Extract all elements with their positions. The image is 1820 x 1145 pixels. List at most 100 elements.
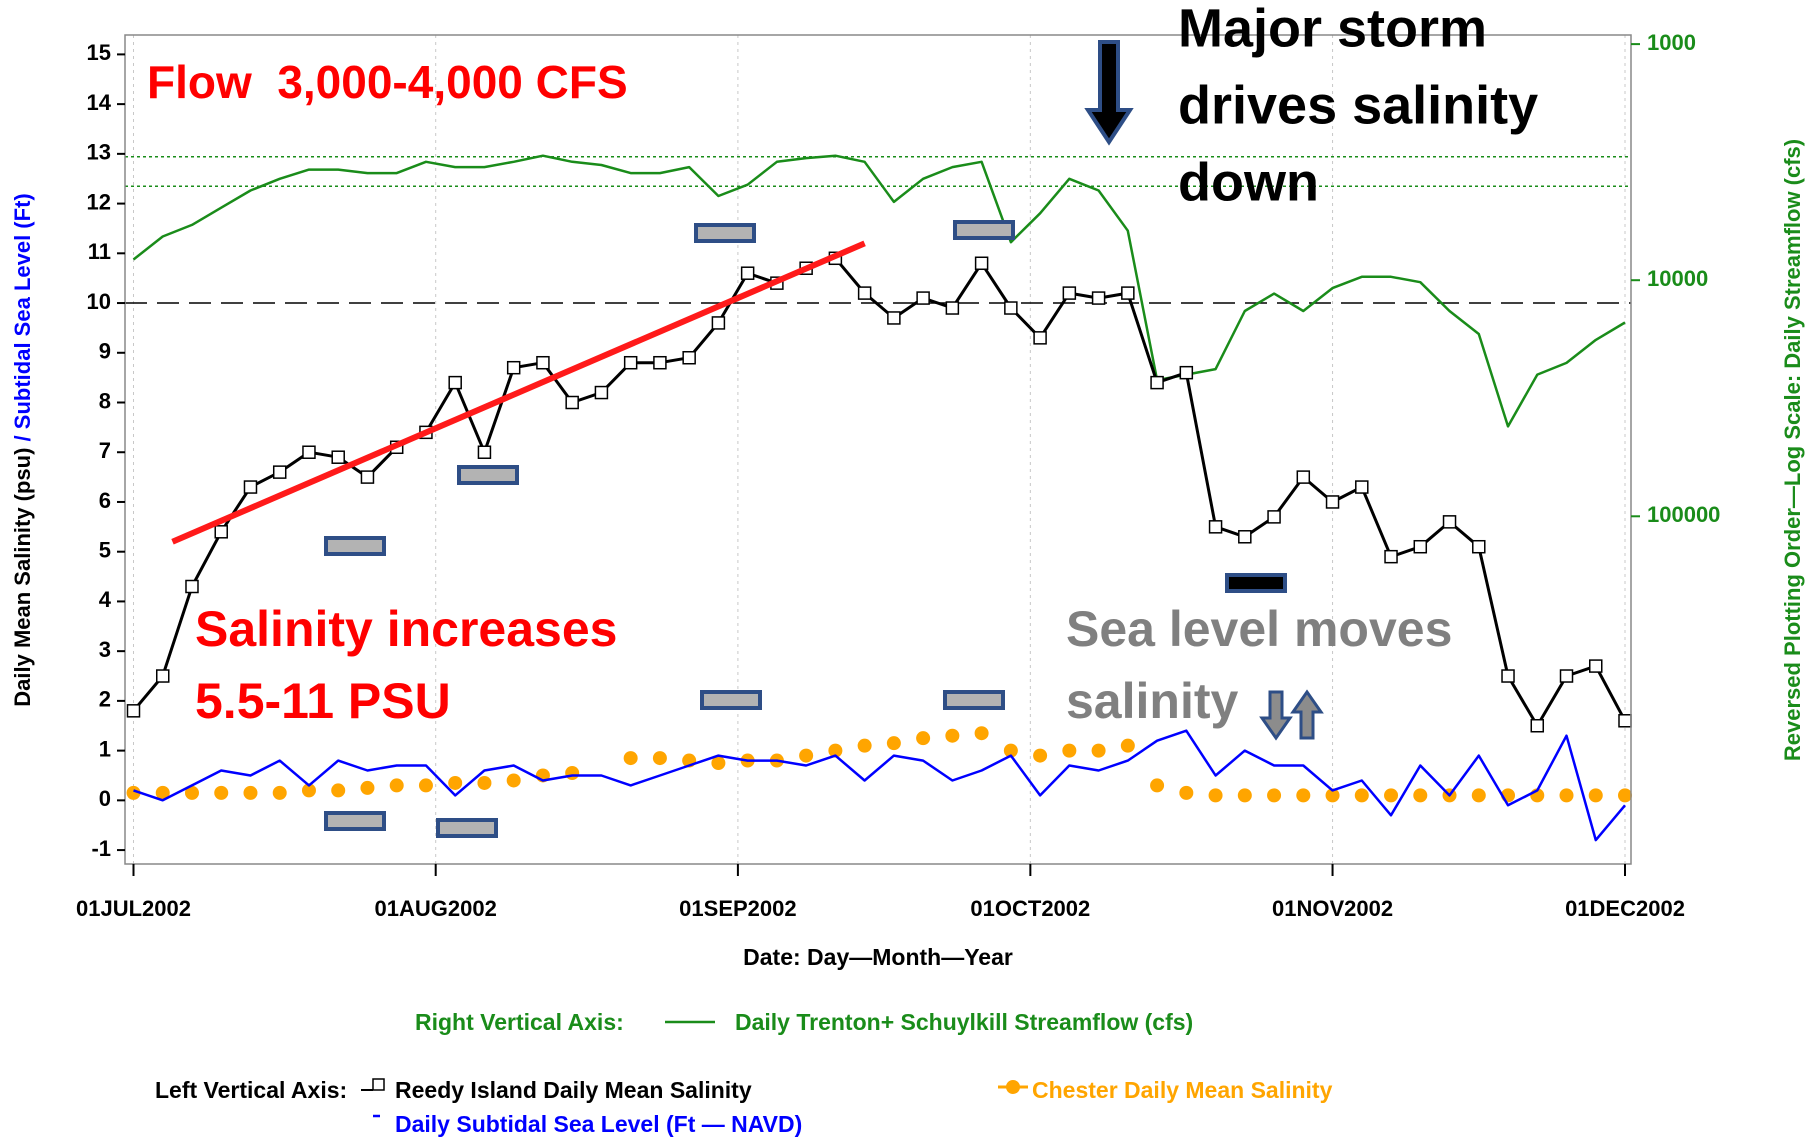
y-tick-label: 5	[99, 538, 111, 563]
circle-marker	[1267, 788, 1282, 803]
circle-marker	[1384, 788, 1399, 803]
square-marker	[1472, 539, 1486, 554]
circle-marker	[1559, 788, 1574, 803]
circle-marker	[828, 743, 843, 758]
square-marker	[1238, 530, 1252, 544]
x-tick-label: 01JUL2002	[76, 896, 191, 921]
legend-label: Daily Trenton+ Schuylkill Streamflow (cf…	[735, 1009, 1193, 1035]
circle-marker	[1588, 788, 1603, 803]
square-marker	[302, 445, 316, 459]
square-marker	[945, 301, 960, 315]
annotations: Flow 3,000-4,000 CFS Major storm drives sa…	[147, 0, 1538, 729]
range-marker	[694, 223, 756, 243]
circle-marker	[418, 778, 433, 793]
range-marker	[436, 818, 498, 838]
square-marker	[1296, 470, 1311, 484]
circle-marker	[506, 773, 521, 788]
square-marker	[1179, 365, 1194, 380]
square-marker	[1004, 301, 1018, 315]
square-marker	[653, 355, 667, 370]
circle-marker	[331, 783, 346, 798]
y-tick-label: -1	[91, 836, 111, 861]
circle-marker	[1033, 748, 1048, 763]
y2-tick-label: 100000	[1647, 502, 1720, 527]
y2-tick-label: 1000	[1647, 30, 1696, 55]
legend-group-label: Left Vertical Axis:	[155, 1077, 347, 1103]
y-tick-label: 13	[87, 140, 111, 165]
y-tick-label: 12	[87, 189, 111, 214]
x-tick-label: 01OCT2002	[970, 896, 1090, 921]
square-marker	[1530, 719, 1545, 733]
circle-marker	[360, 780, 375, 795]
legend-label: Chester Daily Mean Salinity	[1032, 1077, 1333, 1103]
square-marker	[857, 286, 872, 300]
circle-marker	[1354, 788, 1369, 803]
y-axis-title-part: Subtidal Sea Level (Ft)	[10, 193, 35, 429]
y-tick-label: 7	[99, 438, 111, 463]
circle-marker	[1091, 743, 1106, 758]
circle-marker	[1471, 788, 1486, 803]
circle-marker	[272, 785, 287, 800]
square-marker	[1589, 659, 1603, 673]
circle-marker	[448, 775, 463, 790]
circle-marker	[1296, 788, 1311, 803]
square-marker	[331, 450, 345, 464]
y-tick-label: 4	[99, 587, 112, 612]
circle-marker	[623, 751, 638, 766]
annotation: Sea level moves	[1066, 601, 1452, 657]
circle-marker	[916, 731, 931, 746]
square-marker	[974, 256, 989, 271]
y-tick-label: 1	[99, 736, 111, 761]
range-marker	[457, 465, 519, 485]
square-marker	[477, 445, 492, 459]
circle-marker	[301, 783, 316, 798]
series-line	[132, 154, 1626, 428]
annotation: Salinity increases	[195, 601, 617, 657]
series-line	[133, 729, 1626, 842]
square-marker	[1355, 480, 1369, 494]
square-marker	[623, 355, 638, 370]
circle-marker	[1062, 743, 1077, 758]
y-tick-label: 2	[99, 687, 111, 712]
square-marker	[1033, 331, 1047, 345]
square-marker	[1413, 539, 1428, 554]
y-tick-label: 11	[88, 239, 111, 264]
square-marker	[682, 350, 696, 365]
square-marker	[711, 316, 726, 330]
square-marker	[272, 465, 287, 479]
circle-marker	[1618, 788, 1632, 803]
range-marker	[324, 536, 386, 556]
circle-marker	[243, 785, 258, 800]
down-arrow	[1259, 690, 1293, 741]
circle-marker	[1413, 788, 1428, 803]
circle-marker	[214, 785, 229, 800]
circle-marker	[1003, 743, 1018, 758]
circle-marker	[389, 778, 404, 793]
square-marker	[1062, 286, 1077, 300]
y-tick-label: 10	[87, 289, 111, 314]
range-marker	[953, 220, 1015, 240]
square-marker	[594, 385, 609, 400]
y2-axis-title: Reversed Plotting Order—Log Scale: Daily…	[1780, 139, 1805, 761]
square-marker	[214, 525, 228, 539]
circle-marker	[1325, 788, 1340, 803]
y-tick-label: 14	[87, 90, 112, 115]
square-marker	[1091, 291, 1106, 305]
series-line	[132, 256, 1627, 728]
square-marker	[185, 579, 199, 594]
storm-arrow	[1084, 40, 1134, 146]
x-tick-label: 01AUG2002	[375, 896, 497, 921]
square-marker	[536, 355, 550, 370]
square-marker	[1325, 495, 1340, 509]
square-marker	[1501, 669, 1515, 683]
square-marker	[126, 704, 141, 718]
y-tick-label: 6	[99, 488, 111, 513]
y-tick-label: 0	[99, 786, 111, 811]
legend-label: Daily Subtidal Sea Level (Ft — NAVD)	[395, 1111, 802, 1137]
circle-marker	[799, 748, 814, 763]
circle-marker	[1179, 785, 1194, 800]
y-axis-title-part: Daily Mean Salinity (psu)	[10, 448, 35, 707]
circle-marker	[974, 726, 989, 741]
circle-marker	[126, 785, 141, 800]
